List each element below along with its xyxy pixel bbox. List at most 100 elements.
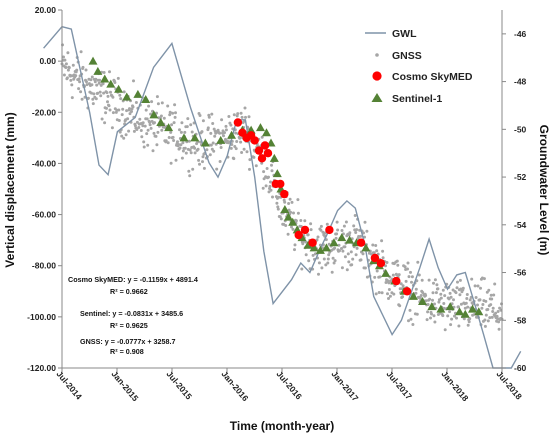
gnss-point bbox=[172, 121, 176, 125]
gnss-point bbox=[223, 131, 226, 135]
gnss-point bbox=[104, 111, 108, 115]
eq-sentinel-r2: R² = 0.9625 bbox=[110, 321, 148, 330]
gnss-point bbox=[432, 281, 435, 285]
gnss-point bbox=[309, 228, 313, 232]
gnss-point bbox=[218, 160, 222, 163]
gnss-point bbox=[300, 267, 304, 271]
gnss-point bbox=[489, 303, 493, 307]
gnss-point bbox=[209, 131, 213, 135]
gnss-point bbox=[429, 316, 432, 320]
gnss-point bbox=[201, 160, 204, 164]
gnss-point bbox=[213, 134, 217, 138]
gnss-point bbox=[458, 293, 462, 297]
gnss-point bbox=[433, 320, 437, 324]
sentinel-point bbox=[100, 74, 110, 83]
gnss-point bbox=[290, 200, 294, 204]
gnss-point bbox=[168, 113, 172, 117]
gnss-point bbox=[320, 266, 324, 270]
gnss-point bbox=[207, 115, 211, 119]
gnss-point bbox=[164, 139, 168, 143]
cosmo-point bbox=[260, 141, 270, 150]
gnss-point bbox=[154, 134, 158, 138]
gnss-point bbox=[352, 224, 356, 228]
gnss-point bbox=[147, 104, 151, 108]
gnss-point bbox=[387, 297, 390, 300]
gnss-point bbox=[458, 278, 462, 282]
gnss-point bbox=[235, 140, 239, 143]
gnss-point bbox=[95, 83, 99, 87]
gnss-point bbox=[131, 105, 135, 109]
gnss-point bbox=[286, 232, 290, 236]
gnss-point bbox=[98, 78, 102, 82]
eq-cosmo: Cosmo SkyMED: y = -0.1159x + 4891.4 bbox=[68, 275, 198, 284]
gnss-point bbox=[176, 140, 179, 144]
gnss-point bbox=[137, 126, 141, 129]
sentinel-point bbox=[345, 235, 355, 244]
gnss-point bbox=[325, 222, 329, 226]
sentinel-point bbox=[455, 307, 465, 316]
y-tick-label: -20.00 bbox=[32, 107, 56, 117]
gnss-point bbox=[172, 139, 176, 142]
gnss-point bbox=[167, 136, 171, 139]
gnss-point bbox=[92, 92, 96, 96]
gnss-point bbox=[294, 219, 298, 223]
gnss-point bbox=[296, 211, 300, 215]
gnss-point bbox=[385, 261, 389, 264]
gnss-point bbox=[433, 302, 436, 306]
cosmo-point bbox=[308, 238, 317, 247]
gnss-point bbox=[392, 292, 396, 296]
gnss-point bbox=[446, 314, 450, 318]
sentinel-point bbox=[200, 138, 210, 147]
gnss-point bbox=[169, 130, 173, 134]
gnss-point bbox=[106, 100, 109, 104]
gnss-point bbox=[409, 270, 412, 274]
gnss-point bbox=[196, 147, 200, 151]
gnss-point bbox=[111, 111, 115, 115]
gnss-point bbox=[492, 293, 496, 297]
gnss-point bbox=[439, 292, 443, 296]
x-tick-label: Jan-2018 bbox=[439, 369, 470, 404]
sentinel-point bbox=[272, 169, 282, 178]
gnss-point bbox=[190, 130, 194, 134]
gnss-point bbox=[268, 184, 272, 188]
gnss-point bbox=[342, 224, 346, 228]
gnss-point bbox=[447, 297, 451, 301]
gnss-point bbox=[464, 301, 468, 305]
gnss-point bbox=[93, 80, 97, 84]
gnss-point bbox=[414, 287, 418, 291]
gnss-point bbox=[486, 308, 490, 311]
gnss-point bbox=[279, 217, 283, 221]
gnss-point bbox=[215, 167, 219, 171]
x-axis-ticks: Jul-2014 Jan-2015 Jul-2015 Jan-2016 Jul-2016… bbox=[54, 368, 524, 403]
cosmo-point bbox=[392, 276, 401, 286]
sentinel-point bbox=[309, 243, 319, 252]
gnss-point bbox=[349, 250, 353, 254]
gnss-point bbox=[188, 174, 192, 178]
gnss-point bbox=[224, 124, 228, 128]
gnss-point bbox=[261, 186, 265, 190]
gnss-point bbox=[74, 74, 78, 78]
gnss-point bbox=[270, 169, 274, 173]
gnss-point bbox=[94, 77, 98, 81]
gnss-point bbox=[145, 117, 149, 121]
gnss-point bbox=[79, 50, 83, 54]
gnss-point bbox=[488, 316, 492, 320]
gnss-point bbox=[183, 130, 187, 134]
gnss-point bbox=[324, 263, 328, 267]
gnss-point bbox=[148, 123, 152, 127]
cosmo-point bbox=[370, 253, 380, 263]
gnss-point bbox=[210, 112, 214, 116]
gnss-point bbox=[248, 167, 251, 171]
cosmo-point bbox=[280, 189, 289, 199]
gnss-point bbox=[397, 273, 401, 277]
gnss-point bbox=[371, 243, 375, 247]
gnss-point bbox=[436, 287, 440, 291]
gnss-point bbox=[340, 229, 344, 232]
gnss-point bbox=[173, 103, 177, 107]
gnss-point bbox=[229, 146, 233, 150]
gnss-point bbox=[264, 184, 268, 188]
gnss-point bbox=[120, 113, 124, 117]
legend-cosmo-label: Cosmo SkyMED bbox=[392, 71, 473, 83]
gnss-point bbox=[321, 230, 325, 234]
gnss-point bbox=[63, 58, 67, 62]
